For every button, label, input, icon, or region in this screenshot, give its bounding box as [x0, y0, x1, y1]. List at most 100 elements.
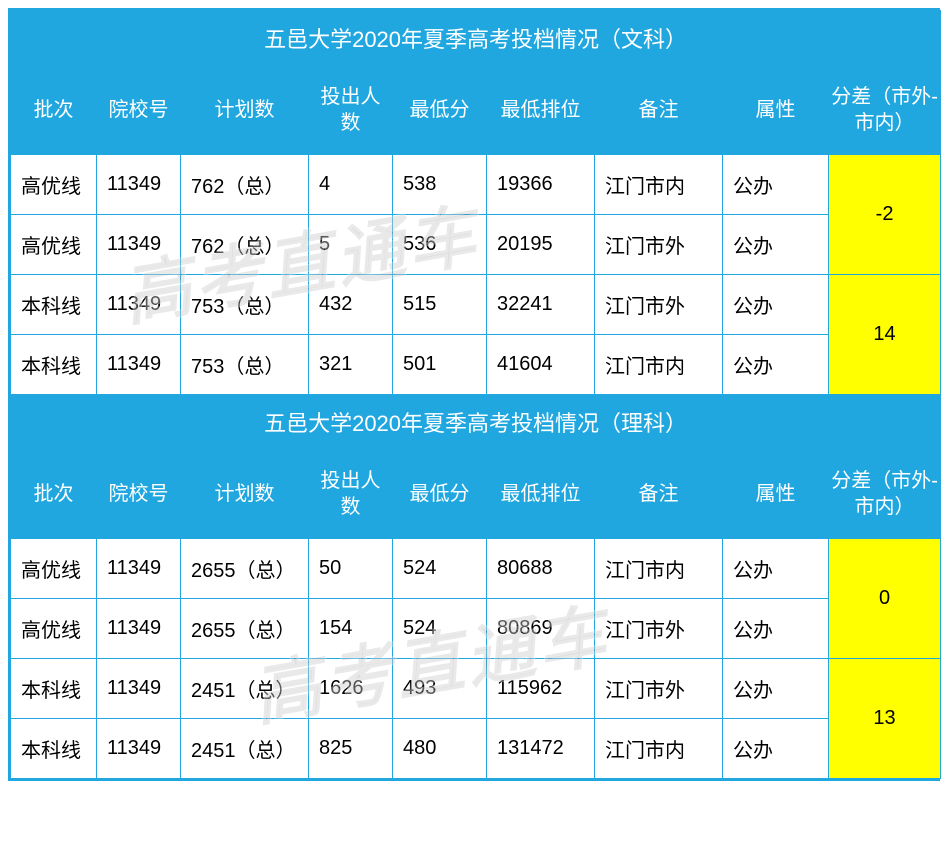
col-plan: 计划数	[181, 449, 309, 539]
diff-cell: -2	[829, 155, 941, 275]
cell: 80869	[487, 599, 595, 659]
diff-cell: 0	[829, 539, 941, 659]
tables-container: 五邑大学2020年夏季高考投档情况（文科） 批次 院校号 计划数 投出人数 最低…	[8, 8, 940, 781]
cell: 本科线	[11, 275, 97, 335]
cell: 高优线	[11, 599, 97, 659]
col-rank: 最低排位	[487, 449, 595, 539]
table-row: 高优线 11349 2655（总） 50 524 80688 江门市内 公办 0	[11, 539, 941, 599]
cell: 高优线	[11, 215, 97, 275]
cell: 2655（总）	[181, 539, 309, 599]
cell: 753（总）	[181, 275, 309, 335]
cell: 2451（总）	[181, 659, 309, 719]
cell: 公办	[723, 719, 829, 779]
table-row: 本科线 11349 2451（总） 825 480 131472 江门市内 公办	[11, 719, 941, 779]
cell: 538	[393, 155, 487, 215]
table-header-row: 批次 院校号 计划数 投出人数 最低分 最低排位 备注 属性 分差（市外-市内）	[11, 449, 941, 539]
cell: 32241	[487, 275, 595, 335]
cell: 1626	[309, 659, 393, 719]
col-attr: 属性	[723, 65, 829, 155]
cell: 524	[393, 599, 487, 659]
cell: 154	[309, 599, 393, 659]
cell: 501	[393, 335, 487, 395]
col-attr: 属性	[723, 449, 829, 539]
table-title: 五邑大学2020年夏季高考投档情况（文科）	[11, 11, 941, 65]
cell: 50	[309, 539, 393, 599]
cell: 536	[393, 215, 487, 275]
cell: 公办	[723, 215, 829, 275]
diff-cell: 14	[829, 275, 941, 395]
col-sent: 投出人数	[309, 449, 393, 539]
table-title: 五邑大学2020年夏季高考投档情况（理科）	[11, 395, 941, 449]
cell: 江门市内	[595, 335, 723, 395]
col-batch: 批次	[11, 65, 97, 155]
col-diff: 分差（市外-市内）	[829, 65, 941, 155]
cell: 公办	[723, 539, 829, 599]
col-code: 院校号	[97, 449, 181, 539]
cell: 20195	[487, 215, 595, 275]
cell: 11349	[97, 659, 181, 719]
cell: 80688	[487, 539, 595, 599]
table-title-row: 五邑大学2020年夏季高考投档情况（理科）	[11, 395, 941, 449]
table-row: 本科线 11349 2451（总） 1626 493 115962 江门市外 公…	[11, 659, 941, 719]
cell: 11349	[97, 599, 181, 659]
table-row: 本科线 11349 753（总） 432 515 32241 江门市外 公办 1…	[11, 275, 941, 335]
cell: 515	[393, 275, 487, 335]
cell: 本科线	[11, 659, 97, 719]
cell: 江门市内	[595, 719, 723, 779]
cell: 480	[393, 719, 487, 779]
cell: 11349	[97, 719, 181, 779]
cell: 4	[309, 155, 393, 215]
cell: 公办	[723, 335, 829, 395]
cell: 11349	[97, 155, 181, 215]
cell: 762（总）	[181, 215, 309, 275]
table-header-row: 批次 院校号 计划数 投出人数 最低分 最低排位 备注 属性 分差（市外-市内）	[11, 65, 941, 155]
cell: 高优线	[11, 155, 97, 215]
cell: 江门市内	[595, 155, 723, 215]
col-diff: 分差（市外-市内）	[829, 449, 941, 539]
col-sent: 投出人数	[309, 65, 393, 155]
table-arts: 五邑大学2020年夏季高考投档情况（文科） 批次 院校号 计划数 投出人数 最低…	[10, 10, 941, 779]
col-min: 最低分	[393, 65, 487, 155]
cell: 本科线	[11, 719, 97, 779]
cell: 11349	[97, 539, 181, 599]
cell: 11349	[97, 215, 181, 275]
cell: 131472	[487, 719, 595, 779]
col-remark: 备注	[595, 65, 723, 155]
col-code: 院校号	[97, 65, 181, 155]
cell: 公办	[723, 659, 829, 719]
cell: 公办	[723, 155, 829, 215]
table-row: 本科线 11349 753（总） 321 501 41604 江门市内 公办	[11, 335, 941, 395]
cell: 825	[309, 719, 393, 779]
cell: 11349	[97, 335, 181, 395]
table-row: 高优线 11349 2655（总） 154 524 80869 江门市外 公办	[11, 599, 941, 659]
cell: 321	[309, 335, 393, 395]
col-rank: 最低排位	[487, 65, 595, 155]
cell: 江门市外	[595, 659, 723, 719]
cell: 11349	[97, 275, 181, 335]
cell: 753（总）	[181, 335, 309, 395]
cell: 493	[393, 659, 487, 719]
cell: 江门市外	[595, 275, 723, 335]
cell: 江门市外	[595, 599, 723, 659]
table-title-row: 五邑大学2020年夏季高考投档情况（文科）	[11, 11, 941, 65]
cell: 762（总）	[181, 155, 309, 215]
cell: 2655（总）	[181, 599, 309, 659]
cell: 41604	[487, 335, 595, 395]
cell: 2451（总）	[181, 719, 309, 779]
cell: 高优线	[11, 539, 97, 599]
cell: 5	[309, 215, 393, 275]
cell: 115962	[487, 659, 595, 719]
col-remark: 备注	[595, 449, 723, 539]
diff-cell: 13	[829, 659, 941, 779]
cell: 432	[309, 275, 393, 335]
col-plan: 计划数	[181, 65, 309, 155]
cell: 524	[393, 539, 487, 599]
table-row: 高优线 11349 762（总） 4 538 19366 江门市内 公办 -2	[11, 155, 941, 215]
col-min: 最低分	[393, 449, 487, 539]
cell: 江门市内	[595, 539, 723, 599]
cell: 19366	[487, 155, 595, 215]
cell: 公办	[723, 599, 829, 659]
col-batch: 批次	[11, 449, 97, 539]
cell: 江门市外	[595, 215, 723, 275]
cell: 公办	[723, 275, 829, 335]
